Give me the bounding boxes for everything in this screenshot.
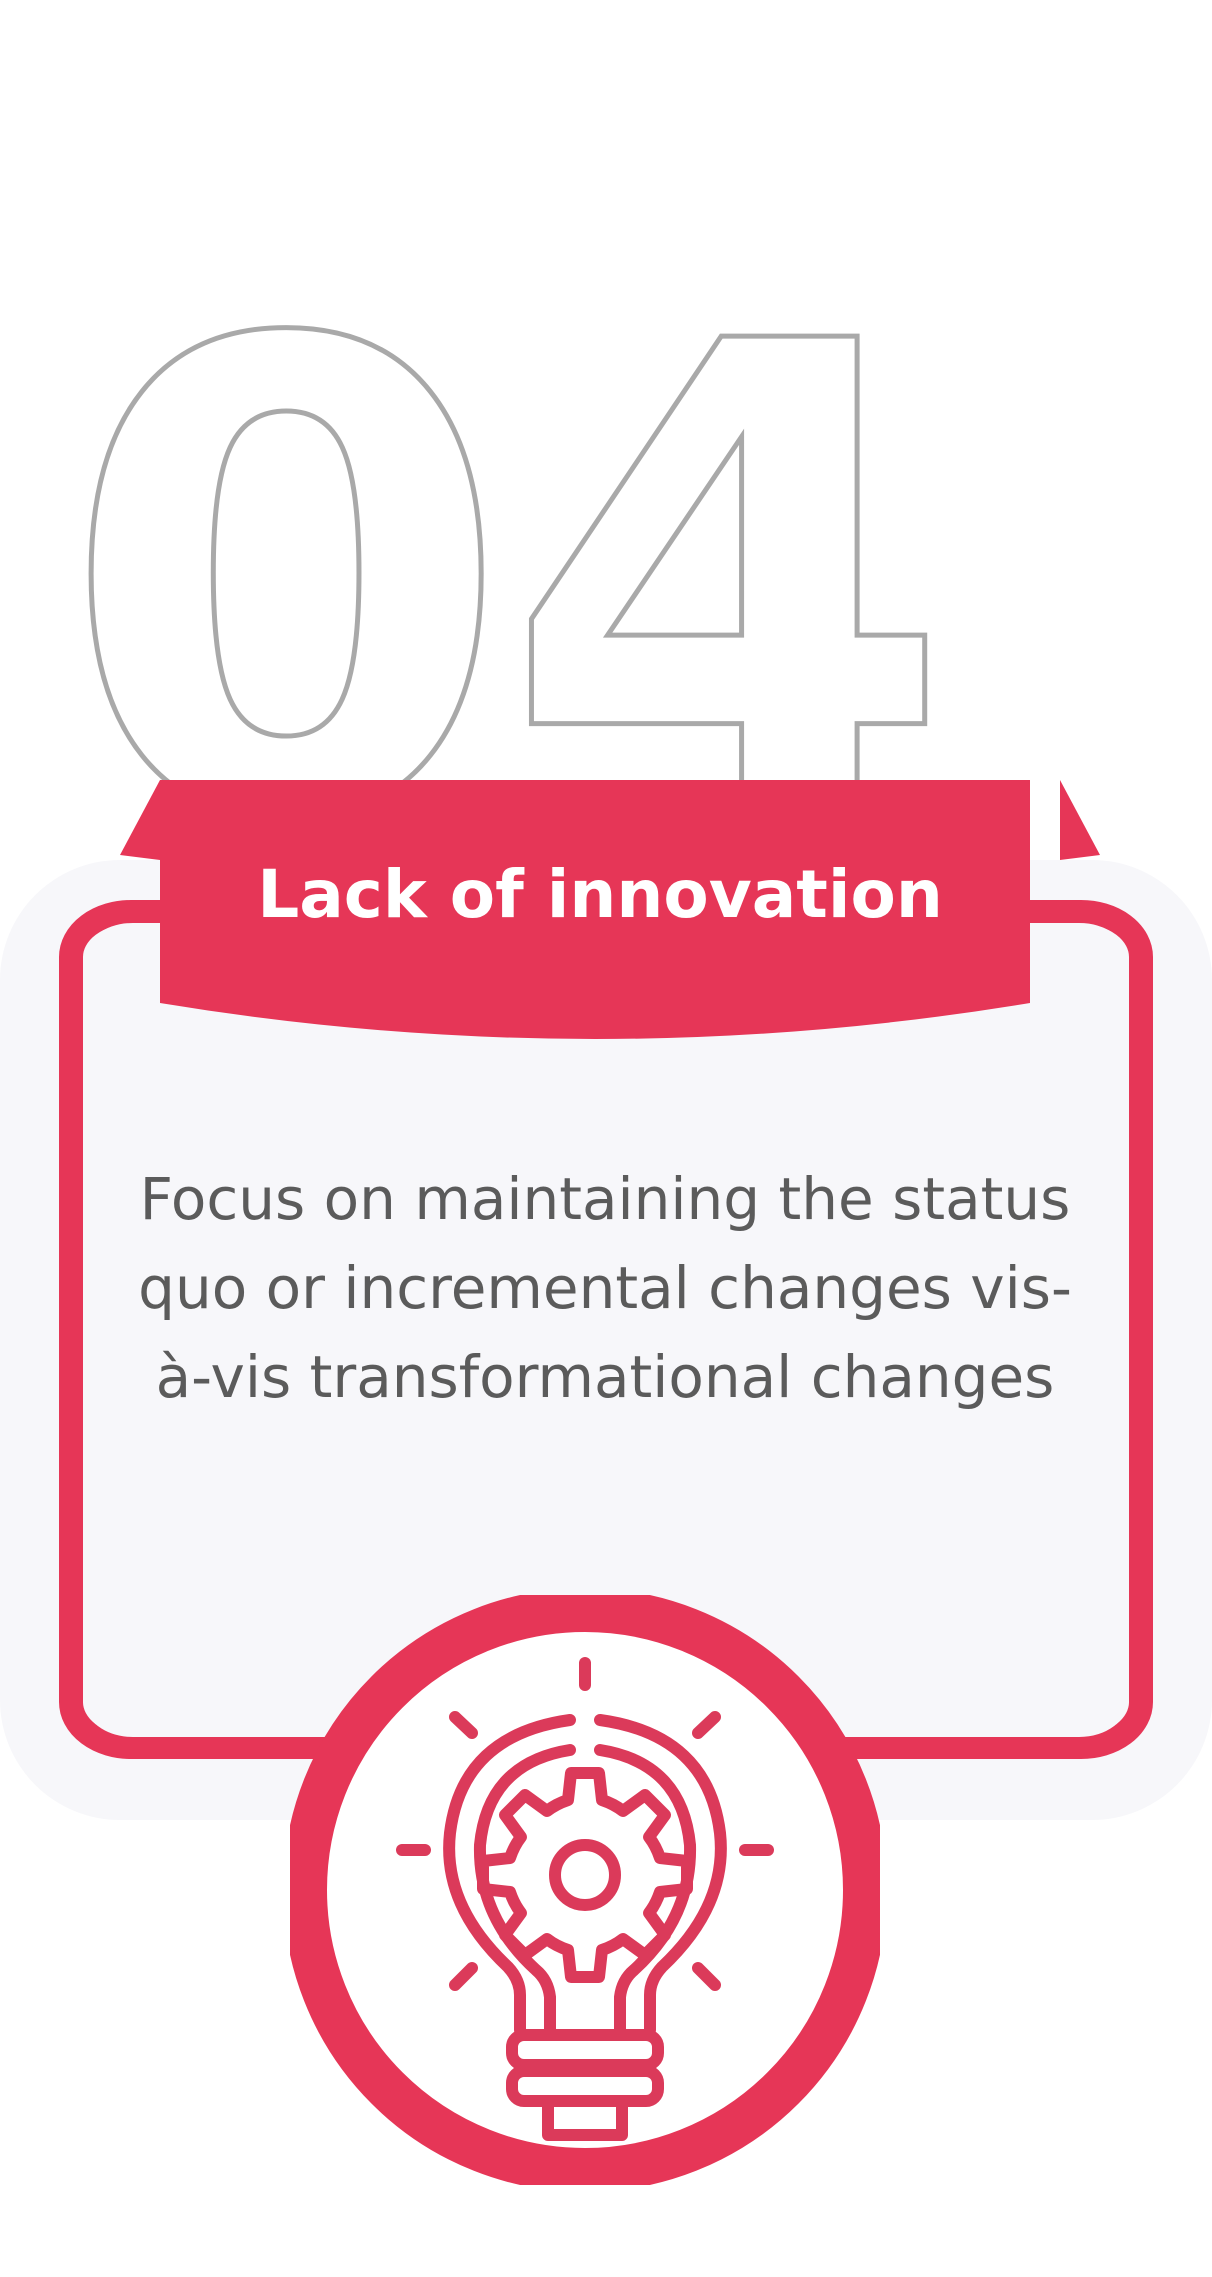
step-description: Focus on maintaining the status quo or i… <box>138 1165 1072 1411</box>
card-background <box>0 860 1212 1820</box>
lightbulb-gear-icon <box>290 1595 880 2185</box>
title-banner <box>120 780 1100 1039</box>
step-title: Lack of innovation <box>257 856 943 933</box>
